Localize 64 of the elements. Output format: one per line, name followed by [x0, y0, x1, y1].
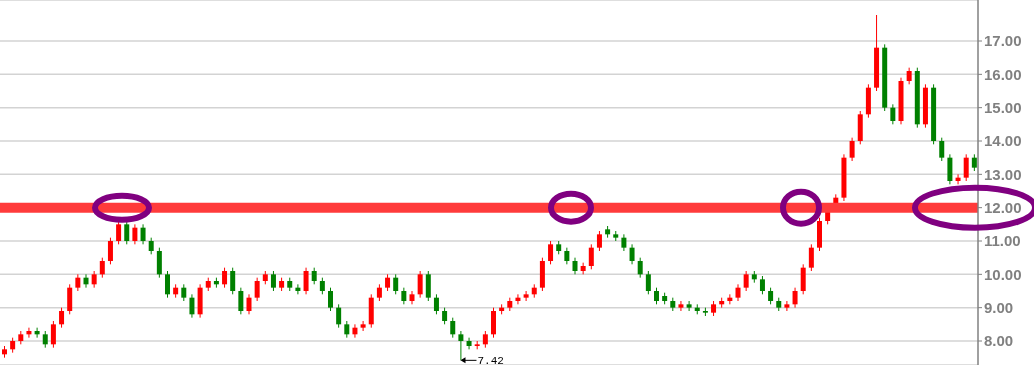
- y-tick-label: 17.00: [984, 32, 1022, 50]
- y-tick-label: 8.00: [984, 332, 1014, 350]
- candlestick: [107, 237, 113, 265]
- candlestick: [890, 103, 896, 125]
- candlestick: [132, 223, 138, 245]
- candlestick: [360, 320, 366, 332]
- candlestick: [222, 267, 228, 289]
- candlestick: [450, 317, 456, 339]
- candlestick: [433, 293, 439, 315]
- y-tick-label: 15.00: [984, 98, 1022, 116]
- y-tick-label: 13.00: [984, 165, 1022, 183]
- y-tick-label: 9.00: [984, 298, 1014, 316]
- candlestick: [328, 287, 333, 312]
- candlestick: [116, 220, 122, 245]
- candlestick: [254, 277, 260, 302]
- candlestick: [849, 137, 855, 162]
- candlestick: [458, 330, 464, 361]
- candlestick: [417, 270, 423, 299]
- candlestick: [156, 247, 162, 279]
- candlestick: [189, 293, 195, 319]
- y-tick-label: 11.00: [984, 232, 1021, 250]
- candlestick: [270, 270, 276, 292]
- candlestick: [83, 273, 89, 289]
- candlestick: [548, 240, 554, 265]
- candlestick: [645, 270, 651, 295]
- candlestick: [409, 290, 415, 305]
- candlestick: [67, 283, 73, 315]
- candlestick: [491, 307, 496, 339]
- candlestick: [800, 263, 806, 295]
- candlestick: [596, 230, 602, 252]
- candlestick: [425, 270, 431, 302]
- candlestick: [246, 293, 252, 315]
- candlestick: [466, 337, 472, 350]
- candlestick: [303, 267, 309, 295]
- candlestick: [784, 300, 790, 312]
- candlestick: [678, 300, 684, 312]
- candlestick: [230, 267, 236, 295]
- candlestick: [352, 323, 358, 339]
- candlestick: [743, 270, 749, 292]
- candlestick: [939, 137, 945, 162]
- candlestick: [686, 300, 692, 312]
- candlestick: [238, 287, 244, 315]
- candlestick: [637, 257, 643, 279]
- candlestick: [336, 303, 342, 329]
- candlestick: [140, 223, 146, 245]
- candlestick: [50, 320, 56, 349]
- candlestick: [792, 287, 798, 309]
- candlestick: [629, 243, 635, 265]
- y-tick-label: 10.00: [984, 265, 1022, 283]
- candlestick: [165, 270, 170, 299]
- candlestick: [59, 307, 65, 329]
- candlestick: [963, 153, 969, 182]
- candlestick: [947, 153, 953, 185]
- candlestick: [523, 290, 529, 302]
- y-tick-label: 12.00: [984, 198, 1022, 216]
- candlestick: [588, 243, 594, 270]
- candlestick: [124, 220, 130, 245]
- candlestick: [99, 257, 105, 279]
- annotation: 7.42: [477, 355, 504, 365]
- candlestick: [759, 275, 765, 295]
- candlestick: [808, 243, 814, 272]
- y-tick-label: 14.00: [984, 132, 1022, 150]
- y-tick-label: 16.00: [984, 65, 1022, 83]
- candlestick: [393, 273, 399, 295]
